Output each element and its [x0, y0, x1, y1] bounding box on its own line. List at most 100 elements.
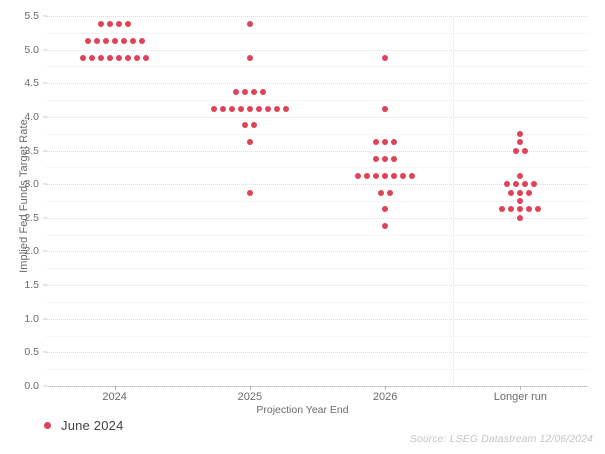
- data-point: [508, 206, 515, 213]
- x-tick-mark: [249, 386, 251, 390]
- gridline: [47, 386, 588, 387]
- data-point: [255, 105, 262, 112]
- data-point: [517, 189, 524, 196]
- gridline: [47, 184, 588, 186]
- data-point: [89, 55, 96, 62]
- data-point: [228, 105, 235, 112]
- data-point: [373, 155, 380, 162]
- data-point: [391, 172, 398, 179]
- data-point: [282, 105, 289, 112]
- gridline: [47, 66, 588, 68]
- data-point: [84, 38, 91, 45]
- data-point: [373, 139, 380, 146]
- data-point: [273, 105, 280, 112]
- data-point: [246, 189, 253, 196]
- y-tick-label: 5.5: [24, 10, 39, 22]
- legend-marker-icon: [44, 422, 51, 429]
- data-point: [80, 55, 87, 62]
- data-point: [233, 88, 240, 95]
- data-point: [246, 21, 253, 28]
- x-tick-label: 2025: [237, 391, 263, 403]
- data-point: [409, 172, 416, 179]
- data-point: [120, 38, 127, 45]
- data-point: [93, 38, 100, 45]
- data-point: [400, 172, 407, 179]
- y-tick-mark: [43, 284, 47, 286]
- gridline: [47, 49, 588, 51]
- data-point: [517, 214, 524, 221]
- data-point: [391, 155, 398, 162]
- y-tick-label: 0.5: [24, 346, 39, 359]
- data-point: [143, 55, 150, 62]
- y-tick-mark: [43, 351, 47, 353]
- data-point: [251, 88, 258, 95]
- data-point: [98, 55, 105, 62]
- gridline: [47, 116, 588, 118]
- y-tick-mark: [43, 82, 47, 84]
- y-tick-label: 1.0: [24, 312, 39, 325]
- x-tick-mark: [520, 386, 522, 390]
- data-point: [125, 21, 132, 28]
- y-tick-mark: [43, 385, 47, 387]
- y-tick-mark: [43, 15, 47, 17]
- data-point: [102, 38, 109, 45]
- data-point: [503, 181, 510, 188]
- data-point: [107, 21, 114, 28]
- data-point: [251, 122, 258, 129]
- y-tick-mark: [43, 250, 47, 252]
- y-axis-ticks: 0.0 0.5 1.0 1.5 2.0 2.5 3.0 3.5 4.0 4.5 5.0 5.5: [0, 10, 47, 392]
- gridline: [47, 268, 588, 270]
- gridline: [47, 251, 588, 253]
- y-tick-label: 2.0: [24, 245, 39, 258]
- x-tick-mark: [114, 386, 116, 390]
- data-point: [499, 206, 506, 213]
- gridline: [47, 167, 588, 169]
- data-point: [355, 172, 362, 179]
- data-point: [517, 172, 524, 179]
- data-point: [517, 198, 524, 204]
- data-point: [246, 139, 253, 146]
- data-point: [391, 139, 398, 146]
- x-axis-title: Projection Year End: [256, 404, 349, 416]
- data-point: [535, 206, 542, 213]
- x-tick-label: Longer run: [493, 391, 547, 403]
- data-point: [264, 105, 271, 112]
- gridline: [47, 133, 588, 135]
- y-tick-label: 0.0: [24, 380, 39, 392]
- data-point: [125, 55, 132, 62]
- data-point: [382, 139, 389, 146]
- data-point: [517, 130, 524, 137]
- data-point: [508, 189, 515, 196]
- data-point: [382, 105, 389, 112]
- data-point: [512, 147, 519, 154]
- data-point: [377, 189, 384, 196]
- data-point: [246, 55, 253, 62]
- data-point: [382, 206, 389, 213]
- data-point: [129, 38, 136, 45]
- data-point: [382, 55, 389, 62]
- gridline: [47, 217, 588, 219]
- gridline: [47, 32, 588, 34]
- data-point: [517, 139, 524, 146]
- data-point: [382, 172, 389, 179]
- data-point: [116, 21, 123, 28]
- gridline: [47, 150, 588, 152]
- data-point: [98, 21, 105, 28]
- y-tick-mark: [43, 217, 47, 219]
- gridline: [47, 301, 588, 303]
- gridline: [47, 285, 588, 287]
- gridline: [47, 318, 588, 320]
- y-tick-mark: [43, 318, 47, 320]
- y-tick-label: 3.5: [24, 144, 39, 157]
- data-point: [526, 206, 533, 213]
- data-point: [521, 147, 528, 154]
- x-tick-mark: [385, 386, 387, 390]
- legend-label: June 2024: [61, 418, 124, 433]
- data-point: [116, 55, 123, 62]
- x-tick-label: 2026: [372, 391, 398, 403]
- data-point: [134, 55, 141, 62]
- x-tick-label: 2024: [102, 391, 127, 403]
- y-tick-mark: [43, 49, 47, 51]
- data-point: [111, 38, 118, 45]
